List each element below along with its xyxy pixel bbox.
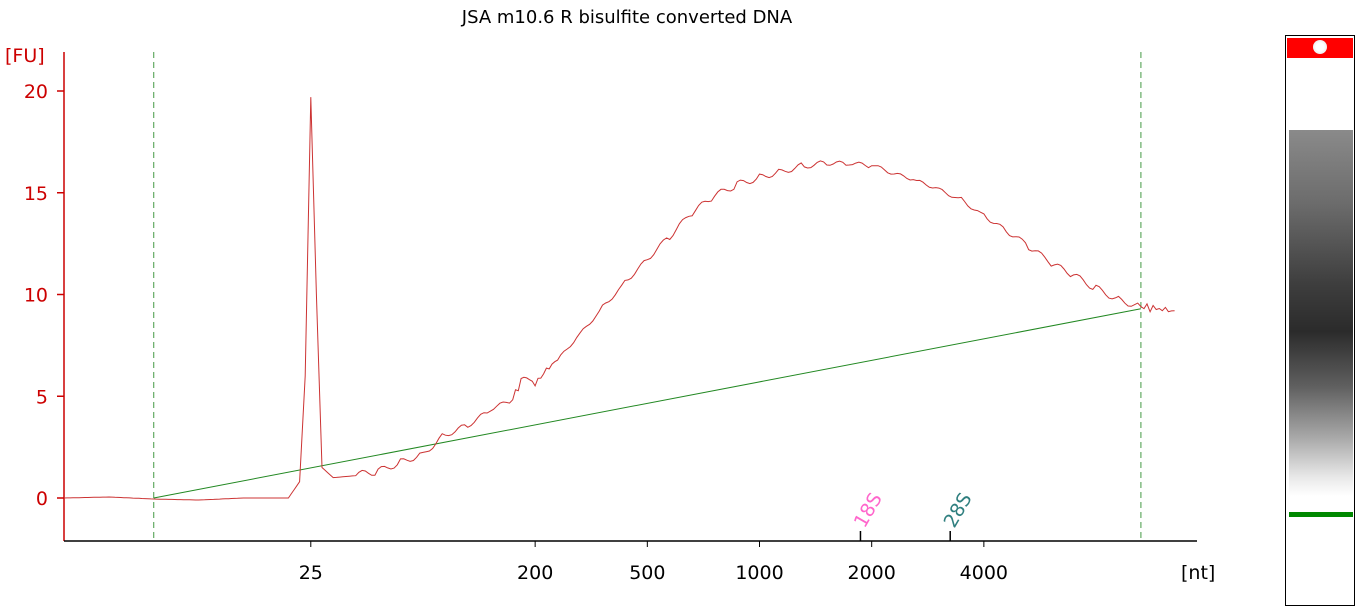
gel-marker-icon — [1313, 40, 1327, 54]
ladder-markers: 18S 28S — [850, 489, 977, 541]
signal-trace — [63, 97, 1175, 501]
gel-smear — [1289, 130, 1353, 496]
baseline — [153, 308, 1142, 499]
x-tick-label: 500 — [629, 562, 665, 584]
y-tick-label: 0 — [36, 488, 48, 510]
x-tick-label: 25 — [299, 562, 323, 584]
x-tick-label: 200 — [517, 562, 553, 584]
y-tick-label: 10 — [24, 285, 48, 307]
electropherogram-chart: JSA m10.6 R bisulfite converted DNA [FU]… — [5, 7, 1215, 584]
x-tick-label: 2000 — [848, 562, 896, 584]
x-tick-label: 4000 — [960, 562, 1008, 584]
gel-lane — [1285, 35, 1355, 606]
x-axis-ticks: 25 200 500 1000 2000 4000 — [299, 541, 1008, 584]
y-axis-label: [FU] — [5, 45, 45, 67]
baseline-line — [153, 308, 1142, 499]
y-axis-ticks: 0 5 10 15 20 — [24, 81, 64, 510]
y-tick-label: 15 — [24, 183, 48, 205]
y-tick-label: 5 — [36, 386, 48, 408]
series-lines — [63, 97, 1175, 501]
y-tick-label: 20 — [24, 81, 48, 103]
chart-title: JSA m10.6 R bisulfite converted DNA — [461, 7, 793, 28]
gel-lower-marker-band — [1289, 512, 1353, 517]
marker-label: 28S — [939, 489, 976, 531]
gel-marker-band — [1287, 38, 1353, 58]
region-boundaries — [153, 52, 1142, 541]
marker-label: 18S — [850, 489, 887, 531]
x-tick-label: 1000 — [735, 562, 783, 584]
x-axis-label: [nt] — [1181, 562, 1215, 584]
